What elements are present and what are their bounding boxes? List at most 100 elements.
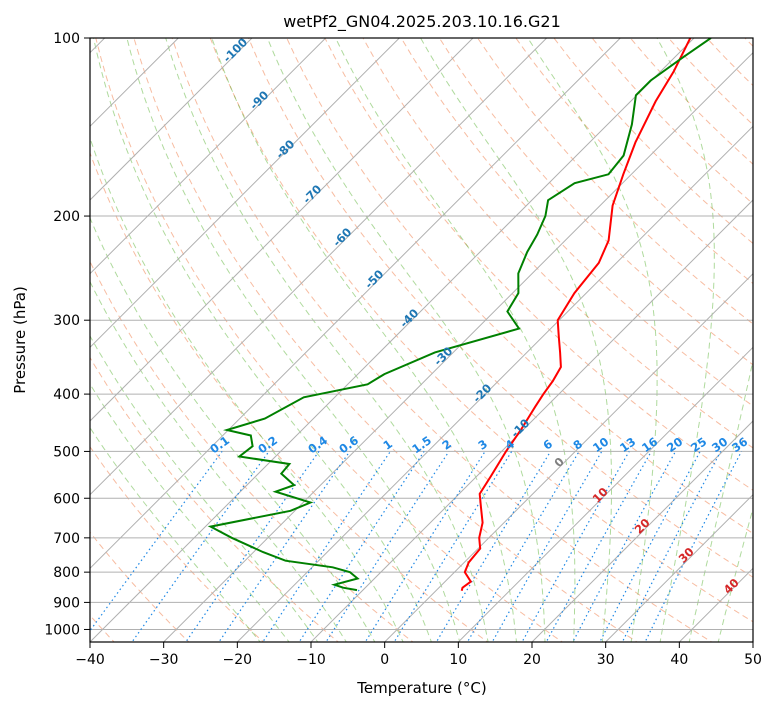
temperature-profile bbox=[460, 38, 692, 591]
mixing-ratio-label: 0.6 bbox=[336, 433, 361, 456]
x-tick-label: −30 bbox=[149, 652, 179, 668]
dry-adiabat-label: 40 bbox=[721, 576, 742, 597]
mixing-ratio-line bbox=[572, 451, 677, 642]
isotherm bbox=[236, 125, 753, 642]
dry-adiabat-label: -10 bbox=[508, 416, 533, 441]
mixing-ratio-line bbox=[435, 451, 552, 642]
isotherm bbox=[163, 51, 753, 642]
y-axis-label: Pressure (hPa) bbox=[11, 286, 29, 394]
mixing-ratio-label: 1.5 bbox=[409, 433, 434, 456]
dry-adiabat-label: -70 bbox=[300, 182, 325, 207]
mixing-ratio-line bbox=[325, 451, 450, 642]
isotherm bbox=[752, 641, 753, 642]
mixing-ratio-label: 13 bbox=[617, 434, 638, 455]
mixing-ratio-label: 36 bbox=[729, 434, 750, 455]
dry-adiabat bbox=[90, 356, 339, 642]
mixing-ratio-label: 0.4 bbox=[305, 433, 330, 456]
dry-adiabat bbox=[90, 260, 414, 642]
y-tick-label: 500 bbox=[53, 444, 80, 460]
mixing-ratio-line bbox=[491, 451, 603, 642]
isotherm bbox=[90, 38, 621, 570]
mixing-ratio-line bbox=[644, 451, 743, 642]
dry-adiabat bbox=[324, 38, 753, 491]
moist-adiabat bbox=[717, 506, 753, 642]
mixing-ratio-label: 20 bbox=[664, 434, 685, 455]
moist-adiabat bbox=[90, 136, 404, 642]
isotherm bbox=[90, 38, 474, 422]
isotherm bbox=[384, 272, 753, 642]
mixing-ratio-line bbox=[393, 451, 513, 642]
dry-adiabat-label: -90 bbox=[247, 88, 272, 113]
dry-adiabat-label: -20 bbox=[470, 381, 495, 406]
x-axis-label: Temperature (°C) bbox=[356, 679, 486, 697]
y-tick-label: 900 bbox=[53, 595, 80, 611]
mixing-ratio-label: 0.2 bbox=[255, 433, 280, 456]
dry-adiabat bbox=[744, 38, 753, 47]
y-tick-label: 1000 bbox=[44, 622, 80, 638]
moist-adiabat bbox=[90, 335, 319, 642]
moist-adiabat bbox=[90, 426, 261, 642]
isotherm bbox=[531, 420, 753, 642]
mixing-ratio-line bbox=[185, 451, 320, 642]
mixing-ratio-label: 8 bbox=[570, 437, 585, 453]
dry-adiabat-label: 0 bbox=[551, 454, 567, 470]
mixing-ratio-line bbox=[364, 451, 486, 642]
y-tick-label: 300 bbox=[53, 313, 80, 329]
isotherm bbox=[310, 199, 753, 642]
dry-adiabat-label: 10 bbox=[590, 485, 611, 506]
dewpoint-profile bbox=[207, 38, 712, 592]
mixing-ratio-label: 10 bbox=[590, 434, 611, 455]
mixing-ratio-label: 25 bbox=[688, 434, 709, 455]
moist-adiabat bbox=[211, 38, 517, 642]
x-tick-label: 20 bbox=[523, 652, 541, 668]
dry-adiabat-label: -40 bbox=[397, 306, 422, 331]
dry-adiabat bbox=[248, 38, 753, 578]
mixing-ratio-label: 16 bbox=[639, 434, 660, 455]
isotherm bbox=[90, 38, 400, 349]
dry-adiabat bbox=[90, 151, 489, 642]
isotherm bbox=[90, 38, 253, 201]
y-tick-label: 800 bbox=[53, 565, 80, 581]
x-tick-label: −40 bbox=[75, 652, 105, 668]
x-tick-label: 10 bbox=[449, 652, 467, 668]
dry-adiabat bbox=[515, 38, 753, 285]
moist-adiabat bbox=[420, 38, 612, 642]
x-tick-label: 0 bbox=[380, 652, 389, 668]
mixing-ratio-label: 30 bbox=[709, 434, 730, 455]
mixing-ratio-line bbox=[621, 451, 722, 642]
x-tick-label: 40 bbox=[670, 652, 688, 668]
dry-adiabat bbox=[362, 38, 753, 449]
x-tick-label: 30 bbox=[597, 652, 615, 668]
dry-adiabat-label: -60 bbox=[330, 225, 355, 250]
dry-adiabat bbox=[133, 38, 638, 642]
mixing-ratio-label: 2 bbox=[439, 437, 454, 453]
mixing-ratio-label: 1 bbox=[380, 437, 395, 453]
moist-adiabat bbox=[90, 216, 376, 642]
y-tick-label: 400 bbox=[53, 387, 80, 403]
dry-adiabat-label: -100 bbox=[220, 35, 250, 65]
dry-adiabat-label: 30 bbox=[676, 545, 697, 566]
mixing-ratio-label: 3 bbox=[475, 437, 490, 453]
mixing-ratio-line bbox=[90, 451, 223, 632]
mixing-ratio-line bbox=[262, 451, 391, 642]
mixing-ratio-label: 0.1 bbox=[207, 433, 232, 456]
plot-frame bbox=[89, 37, 754, 643]
dry-adiabat bbox=[171, 38, 713, 642]
isotherm bbox=[605, 493, 753, 642]
mixing-ratio-line bbox=[131, 451, 270, 642]
moist-adiabat bbox=[90, 383, 290, 642]
x-tick-label: −10 bbox=[296, 652, 326, 668]
chart-title: wetPf2_GN04.2025.203.10.16.G21 bbox=[283, 12, 561, 32]
dry-adiabat bbox=[400, 38, 753, 407]
mixing-ratio-line bbox=[298, 451, 425, 642]
isotherm bbox=[457, 346, 753, 642]
isotherm bbox=[90, 38, 548, 496]
dry-adiabat-label: -50 bbox=[362, 267, 387, 292]
y-tick-label: 700 bbox=[53, 531, 80, 547]
y-tick-label: 100 bbox=[53, 31, 80, 47]
isotherm bbox=[90, 38, 695, 642]
mixing-ratio-label: 6 bbox=[540, 437, 555, 453]
y-tick-label: 200 bbox=[53, 209, 80, 225]
